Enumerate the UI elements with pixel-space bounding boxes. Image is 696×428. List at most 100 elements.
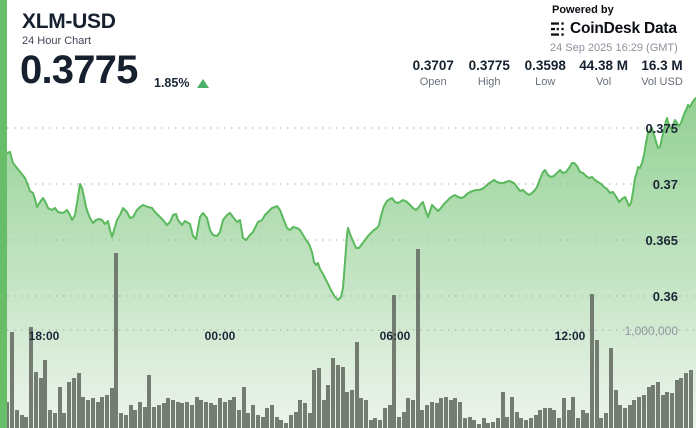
volume-bar bbox=[114, 253, 118, 428]
volume-bar bbox=[261, 417, 265, 428]
volume-bar bbox=[614, 390, 618, 428]
volume-bar bbox=[642, 395, 646, 428]
coindesk-logo-icon bbox=[551, 22, 564, 36]
volume-bar bbox=[548, 408, 552, 428]
stat-volume-value: 44.38 M bbox=[579, 58, 628, 73]
volume-bar bbox=[397, 417, 401, 428]
ohlc-stats-row: 0.3707 Open 0.3775 High 0.3598 Low 44.38… bbox=[405, 58, 690, 88]
volume-bar bbox=[543, 408, 547, 428]
volume-bar bbox=[119, 413, 123, 428]
volume-bar bbox=[129, 405, 133, 428]
volume-bar bbox=[326, 385, 330, 428]
volume-bar bbox=[138, 402, 142, 428]
volume-bar bbox=[359, 398, 363, 428]
volume-bar bbox=[420, 410, 424, 428]
volume-bar bbox=[519, 418, 523, 428]
x-axis-time-label: 12:00 bbox=[555, 329, 586, 343]
volume-bar bbox=[378, 420, 382, 428]
volume-bar bbox=[147, 375, 151, 428]
volume-bar bbox=[406, 398, 410, 428]
volume-bar bbox=[392, 295, 396, 428]
volume-bar bbox=[623, 408, 627, 428]
volume-bar bbox=[468, 417, 472, 428]
volume-bar bbox=[538, 410, 542, 428]
stat-open: 0.3707 Open bbox=[405, 58, 461, 88]
coindesk-logo[interactable]: CoinDesk Data bbox=[550, 20, 690, 38]
volume-bar bbox=[303, 403, 307, 428]
volume-bar bbox=[91, 398, 95, 428]
powered-by-label: Powered by bbox=[552, 4, 614, 16]
stat-volume-usd-value: 16.3 M bbox=[641, 58, 683, 73]
stat-high: 0.3775 High bbox=[461, 58, 517, 88]
up-arrow-icon bbox=[197, 78, 210, 88]
stat-open-label: Open bbox=[419, 76, 447, 88]
volume-bar bbox=[510, 397, 514, 428]
volume-bar bbox=[661, 395, 665, 428]
volume-bar bbox=[228, 400, 232, 428]
volume-bar bbox=[213, 405, 217, 428]
volume-bar bbox=[180, 403, 184, 428]
volume-bar bbox=[322, 400, 326, 428]
x-axis-time-label: 00:00 bbox=[205, 329, 236, 343]
volume-bar bbox=[96, 402, 100, 428]
price-line bbox=[6, 97, 696, 301]
volume-bar bbox=[656, 382, 660, 428]
volume-bar bbox=[171, 400, 175, 428]
stat-high-label: High bbox=[477, 76, 501, 88]
volume-bar bbox=[105, 395, 109, 428]
stat-volume-usd: 16.3 M Vol USD bbox=[634, 58, 690, 88]
volume-bar bbox=[62, 413, 66, 428]
volume-bar bbox=[237, 410, 241, 428]
volume-bar bbox=[256, 415, 260, 428]
volume-bar bbox=[496, 418, 500, 428]
volume-bar bbox=[637, 397, 641, 428]
volume-bar bbox=[670, 393, 674, 428]
volume-bar bbox=[43, 360, 47, 428]
stat-high-value: 0.3775 bbox=[468, 58, 510, 73]
volume-bar bbox=[388, 405, 392, 428]
volume-bar bbox=[265, 408, 269, 428]
volume-bar bbox=[242, 387, 246, 428]
volume-bar bbox=[416, 249, 420, 428]
volume-bar bbox=[684, 373, 688, 428]
volume-bar bbox=[567, 410, 571, 428]
stat-low-value: 0.3598 bbox=[524, 58, 566, 73]
stat-volume-label: Vol bbox=[595, 76, 612, 88]
volume-bar bbox=[133, 410, 137, 428]
volume-bar bbox=[77, 373, 81, 428]
y-axis-price-label: 0.36 bbox=[653, 289, 678, 304]
y-axis-price-label: 0.37 bbox=[653, 177, 678, 192]
volume-bar bbox=[223, 402, 227, 428]
volume-bar bbox=[209, 403, 213, 428]
volume-bar bbox=[279, 420, 283, 428]
volume-bar bbox=[48, 410, 52, 428]
y-axis-price-label: 0.365 bbox=[645, 233, 678, 248]
volume-bar bbox=[402, 412, 406, 428]
volume-bar bbox=[675, 380, 679, 428]
volume-bar bbox=[176, 402, 180, 428]
volume-bar bbox=[270, 405, 274, 428]
volume-bar bbox=[124, 415, 128, 428]
volume-bar bbox=[100, 397, 104, 428]
volume-bar bbox=[350, 390, 354, 428]
volume-bar bbox=[67, 382, 71, 428]
volume-bar bbox=[5, 402, 9, 428]
volume-bar bbox=[152, 407, 156, 428]
volume-bar bbox=[595, 340, 599, 428]
volume-bar bbox=[58, 387, 62, 428]
volume-bar bbox=[345, 392, 349, 428]
volume-bar bbox=[647, 387, 651, 428]
volume-bar bbox=[590, 294, 594, 428]
volume-bar bbox=[20, 415, 24, 428]
volume-bar bbox=[294, 412, 298, 428]
y-axis-volume-label: 1,000,000 bbox=[625, 324, 679, 338]
price-change: 1.85% bbox=[154, 76, 210, 90]
volume-bar bbox=[308, 413, 312, 428]
x-axis-time-label: 18:00 bbox=[29, 329, 60, 343]
volume-bar bbox=[477, 424, 481, 428]
volume-bar bbox=[534, 415, 538, 428]
left-accent-bar bbox=[0, 0, 7, 428]
volume-bar bbox=[34, 372, 38, 428]
volume-bar bbox=[689, 370, 693, 428]
